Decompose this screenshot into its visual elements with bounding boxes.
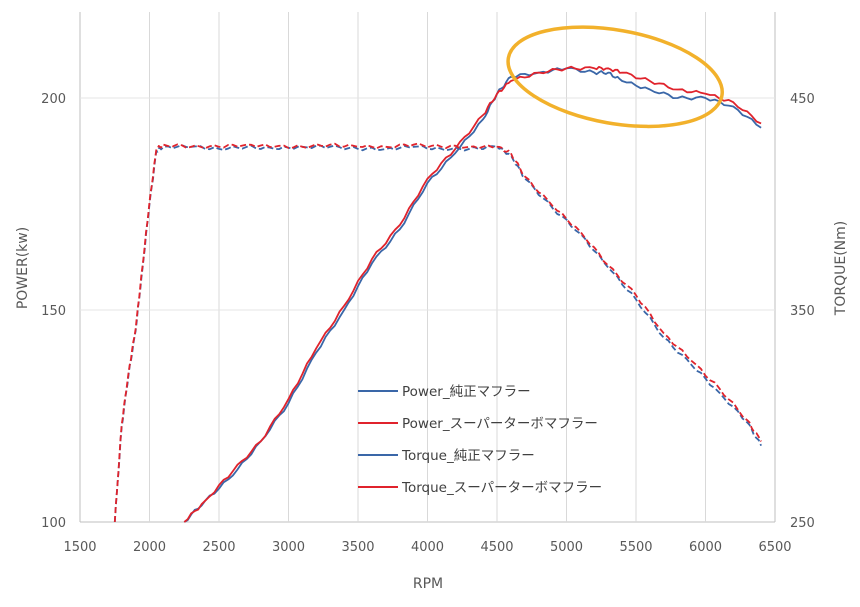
x-tick-label: 6000 (689, 540, 722, 555)
series-line (183, 67, 762, 523)
y-left-tick-label: 150 (41, 304, 66, 319)
series-line (183, 65, 762, 523)
series-line (113, 142, 762, 523)
legend-label: Power_純正マフラー (402, 384, 531, 400)
x-tick-label: 5000 (550, 540, 583, 555)
series-line (113, 144, 762, 523)
x-tick-label: 1500 (63, 540, 96, 555)
x-tick-label: 3500 (341, 540, 374, 555)
tick-layer: 1500 2000 2500 3000 3500 4000 4500 5000 5500 6000… (41, 92, 815, 555)
x-tick-label: 2000 (133, 540, 166, 555)
y-right-tick-label: 350 (790, 304, 815, 319)
y-left-tick-label: 200 (41, 92, 66, 107)
x-tick-label: 5500 (619, 540, 652, 555)
grid-layer (79, 12, 776, 523)
x-tick-label: 4000 (411, 540, 444, 555)
x-tick-label: 6500 (758, 540, 791, 555)
y-right-tick-label: 250 (790, 516, 815, 531)
x-tick-label: 4500 (480, 540, 513, 555)
legend-label: Power_スーパーターボマフラー (402, 416, 598, 432)
y-left-tick-label: 100 (41, 516, 66, 531)
x-tick-label: 2500 (202, 540, 235, 555)
legend-label: Torque_スーパーターボマフラー (401, 480, 602, 496)
x-tick-label: 3000 (272, 540, 305, 555)
annotation-layer (506, 25, 724, 129)
legend: Power_純正マフラー Power_スーパーターボマフラー Torque_純正マフ… (358, 384, 602, 496)
highlight-ellipse (506, 25, 724, 129)
y-left-axis-title: POWER(kw) (15, 227, 31, 309)
y-right-tick-label: 450 (790, 92, 815, 107)
legend-label: Torque_純正マフラー (401, 448, 535, 464)
y-right-axis-title: TORQUE(Nm) (833, 221, 849, 316)
series-layer (113, 65, 762, 523)
x-axis-title: RPM (413, 576, 443, 592)
